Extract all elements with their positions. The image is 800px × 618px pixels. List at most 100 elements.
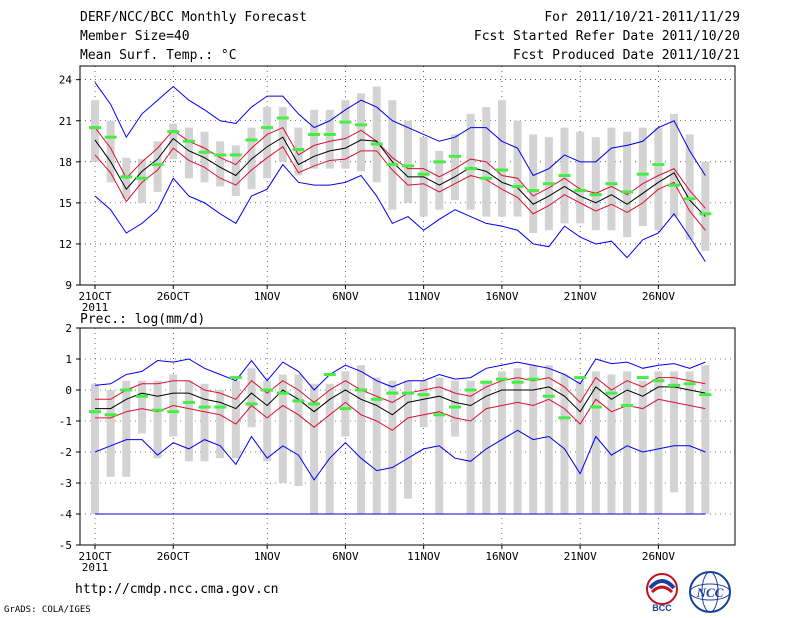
spread-box [310,109,319,169]
x-year-label: 2011 [82,561,109,574]
member-size: Member Size=40 [80,29,190,44]
spread-box [670,371,679,493]
obs-marker [89,410,101,414]
spread-box [137,159,146,203]
obs-marker [182,139,195,143]
obs-marker [292,399,305,403]
obs-marker [182,400,195,404]
obs-marker [433,160,446,164]
spread-box [91,100,99,162]
spread-box [623,371,632,514]
obs-marker [683,197,696,201]
series-mean-line [95,386,706,416]
spread-box [231,145,240,197]
produced-date: Fcst Produced Date 2011/10/21 [513,48,740,63]
obs-marker [699,393,712,397]
obs-marker [198,150,211,154]
obs-marker [370,142,383,146]
y-tick-label: -4 [59,508,73,521]
spread-box [701,161,710,251]
obs-marker [527,189,540,193]
obs-marker [527,377,540,381]
spread-box [91,383,99,514]
source-url[interactable]: http://cmdp.ncc.cma.gov.cn [75,582,279,597]
obs-marker [683,382,696,386]
spread-box [278,374,287,483]
spread-box [685,134,694,240]
spread-box [184,127,193,179]
spread-box [325,383,334,514]
spread-box [341,371,350,437]
obs-marker [355,388,368,392]
obs-marker [495,168,508,172]
y-tick-label: 1 [65,353,72,366]
series-lower-line [95,398,706,431]
obs-marker [292,147,305,151]
spread-box [357,365,366,514]
spread-box [701,365,710,514]
x-tick-label: 11NOV [407,550,440,563]
spread-box [404,120,412,203]
series-lower-line [94,146,706,231]
grads-credit: GrADS: COLA/IGES [4,605,91,615]
obs-marker [542,394,555,398]
spread-box [591,137,600,231]
series-min-line [94,163,706,262]
obs-marker [214,405,227,409]
spread-box [638,380,647,514]
y-tick-label: 9 [65,279,72,292]
spread-box [450,380,459,437]
plot-frame [79,65,736,286]
x-tick-label: 21OCT [78,550,111,563]
obs-marker [589,405,602,409]
precip-title: Prec.: log(mm/d) [80,312,205,327]
spread-box [435,150,444,210]
spread-box [310,383,319,514]
y-tick-label: -2 [59,446,72,459]
series-max-line [94,82,706,177]
obs-marker [402,164,414,168]
spread-box [497,100,506,217]
obs-marker [167,130,180,134]
obs-marker [198,405,211,409]
spread-box [184,380,193,462]
spread-box [419,380,428,428]
obs-marker [229,153,242,157]
spread-box [607,127,616,231]
spread-box [294,374,303,487]
obs-marker [339,407,352,411]
series-upper-line [94,126,706,209]
spread-box [388,100,397,210]
obs-marker [89,126,101,130]
obs-marker [339,120,352,124]
obs-marker [120,388,133,392]
series-upper-line [95,376,706,404]
x-tick-label: 21NOV [564,550,597,563]
spread-box [388,380,397,514]
obs-marker [636,376,649,380]
obs-marker [480,176,493,180]
obs-marker [308,132,321,136]
obs-marker [464,388,477,392]
spread-box [325,109,334,169]
obs-marker [355,123,368,127]
obs-marker [621,404,634,407]
obs-marker [323,373,336,376]
obs-marker [308,402,321,406]
obs-marker [276,391,289,395]
obs-marker [495,377,508,381]
obs-marker [574,376,587,380]
y-tick-label: 24 [59,74,73,87]
obs-marker [386,391,399,395]
bcc-logo: BCC [646,573,678,613]
forecast-period: For 2011/10/21-2011/11/29 [544,10,740,25]
obs-marker [417,393,430,397]
obs-marker [589,193,602,197]
y-tick-label: -3 [59,477,72,490]
obs-marker [261,388,274,392]
spread-box [247,127,256,190]
obs-marker [245,402,258,406]
x-tick-label: 11NOV [407,290,440,303]
obs-marker [448,154,461,158]
panel-1: 9 12 15 18 21 24 21OCT 26OCT 1NOV 6NOV 11NOV 16NOV 2… [59,65,736,314]
